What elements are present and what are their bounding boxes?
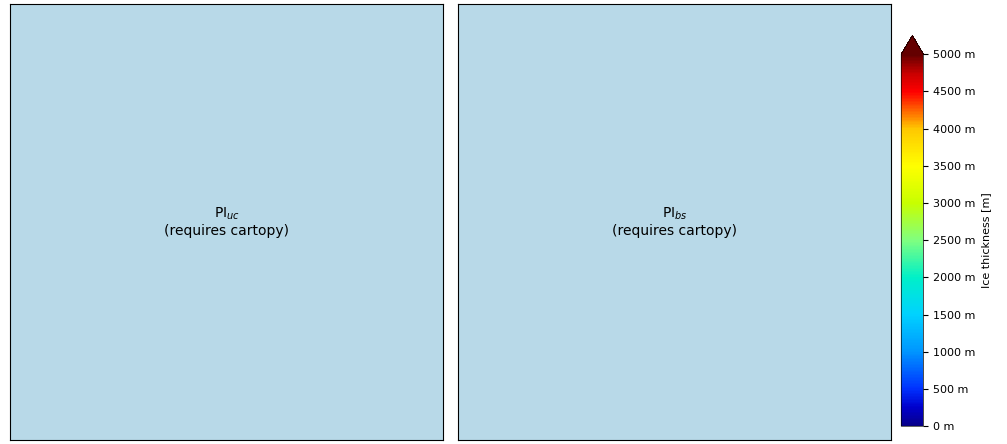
Text: PI$_{uc}$
(requires cartopy): PI$_{uc}$ (requires cartopy) <box>164 206 289 238</box>
PathPatch shape <box>901 36 923 54</box>
Text: PI$_{bs}$
(requires cartopy): PI$_{bs}$ (requires cartopy) <box>612 206 737 238</box>
Y-axis label: Ice thickness [m]: Ice thickness [m] <box>981 192 991 288</box>
